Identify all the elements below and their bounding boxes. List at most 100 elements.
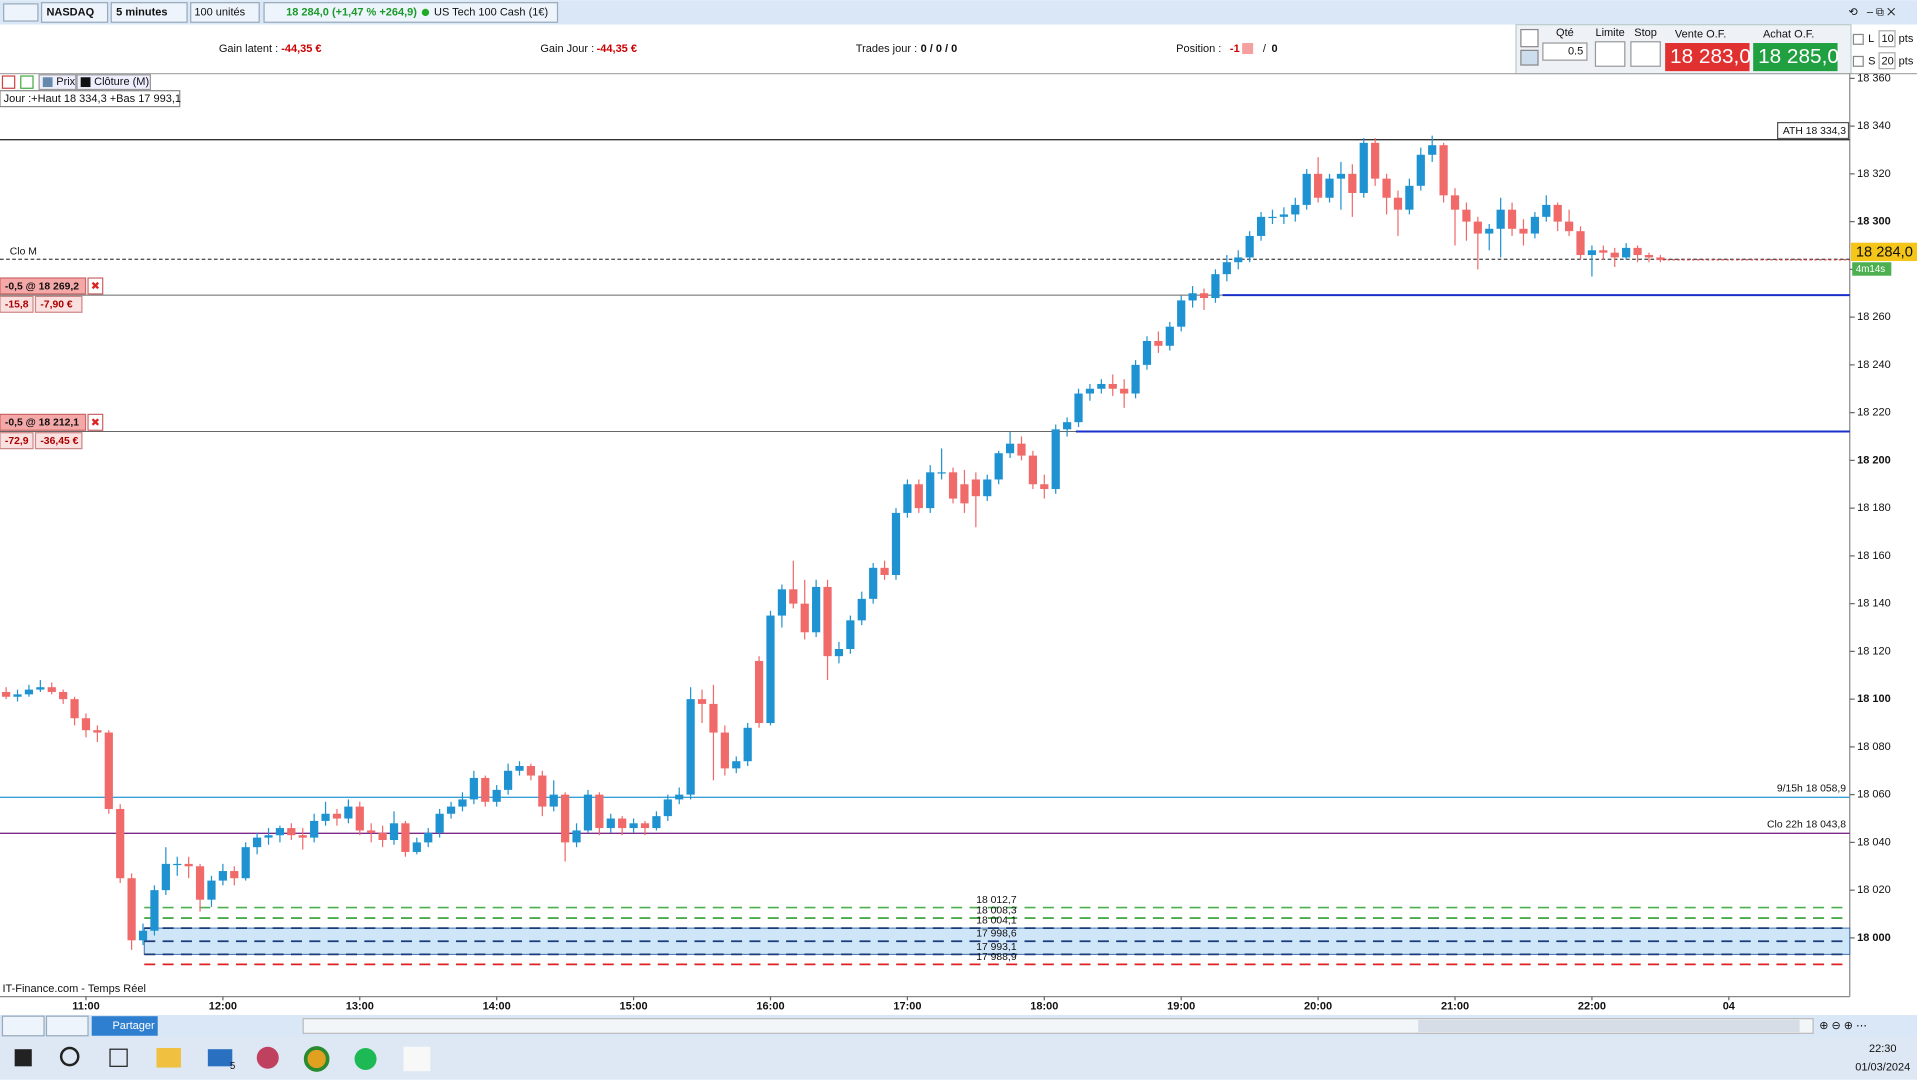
keypad-icon[interactable] (1520, 49, 1539, 66)
interval-select[interactable] (110, 2, 188, 23)
scroll-thumb[interactable] (1418, 1019, 1800, 1033)
legend-icon[interactable] (1, 75, 16, 89)
candle-body (1382, 178, 1391, 198)
sell-price[interactable]: 18 283,0 (1670, 45, 1751, 68)
spotify[interactable] (354, 1047, 377, 1070)
draw-tool[interactable] (1, 1015, 45, 1037)
order-cancel[interactable] (87, 277, 104, 295)
task-view[interactable] (109, 1048, 128, 1067)
label: L (1868, 33, 1874, 45)
candle-body (538, 775, 547, 807)
window-buttons[interactable]: ⟲ (1849, 6, 1858, 18)
candle-body (275, 828, 285, 836)
candle-body (618, 818, 627, 829)
explorer[interactable] (156, 1047, 181, 1068)
chrome[interactable] (303, 1046, 330, 1072)
app[interactable] (256, 1046, 279, 1069)
candle-body (914, 484, 923, 509)
share-label[interactable]: Partager (112, 1020, 155, 1032)
limit-button[interactable] (1594, 41, 1626, 67)
buy-button[interactable] (1753, 43, 1838, 72)
stop-button[interactable] (1630, 41, 1661, 67)
search[interactable] (59, 1046, 80, 1067)
label: Achat O.F. (1763, 28, 1814, 40)
buy-price[interactable]: 18 285,0 (1758, 45, 1839, 68)
candle-body (1428, 145, 1437, 155)
source: IT-Finance.com - Temps Réel (2, 983, 145, 995)
candle-body (1405, 185, 1414, 210)
start-button[interactable] (14, 1049, 32, 1067)
order-cancel-icon: ✖ (91, 281, 100, 293)
instrument: NASDAQ (46, 6, 94, 18)
order-label: -0,5 @ 18 269,2 (5, 281, 79, 292)
candle-body (1473, 221, 1482, 234)
sep: / (1263, 43, 1267, 55)
zone-level-label: 18 008,3 (976, 905, 1017, 916)
candle-body (1245, 235, 1254, 258)
icons[interactable] (3, 3, 39, 22)
candle-body (1268, 216, 1277, 219)
candle-body (321, 813, 330, 821)
candle-body (652, 816, 661, 829)
mail[interactable] (207, 1049, 233, 1067)
value: 10 (1882, 33, 1894, 45)
sell-button[interactable] (1665, 43, 1750, 72)
candle-body (355, 806, 364, 831)
candle-body (1256, 216, 1266, 236)
candle-body (1120, 388, 1129, 394)
x-tick-label: 17:00 (893, 1000, 921, 1012)
share-button[interactable] (91, 1016, 158, 1036)
candle-body (138, 930, 148, 941)
qty-input[interactable] (1542, 42, 1588, 61)
candle-body (310, 820, 319, 838)
input[interactable] (1878, 30, 1896, 48)
legend-icon[interactable] (20, 75, 34, 89)
candle-body (869, 567, 878, 599)
x-tick-label: 21:00 (1441, 1000, 1469, 1012)
y-tick-label: 18 300 (1857, 216, 1891, 228)
close-icon[interactable] (1242, 43, 1254, 55)
candle-body (1188, 293, 1197, 301)
candle-body (960, 484, 969, 504)
instrument-select[interactable] (40, 2, 109, 23)
candle-body (777, 589, 787, 616)
order-pnl: -7,90 € (40, 300, 73, 311)
input[interactable] (1878, 52, 1896, 70)
level-label: Clo 22h 18 043,8 (1767, 820, 1846, 831)
zone-level-label: 18 012,7 (976, 895, 1017, 906)
y-tick-label: 18 320 (1857, 168, 1891, 180)
label: Gain latent : (219, 43, 278, 55)
chart-type[interactable] (45, 1015, 89, 1037)
order-cancel[interactable] (87, 413, 104, 431)
candle-body (846, 620, 855, 649)
checkbox[interactable] (1852, 55, 1864, 67)
legend-item[interactable] (76, 74, 151, 91)
day-range: Jour :+Haut 18 334,3 +Bas 17 993,1 (4, 93, 181, 105)
timer: 4m14s (1856, 264, 1885, 275)
candle-body (1542, 204, 1551, 217)
label: Gain Jour : (540, 43, 594, 55)
current-price: 18 284,0 (1856, 244, 1913, 260)
candle-body (789, 589, 798, 604)
label: Vente O.F. (1675, 28, 1726, 40)
candle-body (697, 699, 707, 704)
quantity-select[interactable] (190, 2, 260, 23)
candle-body (264, 835, 273, 838)
trading-app[interactable] (403, 1046, 431, 1072)
candle-body (1610, 252, 1619, 258)
candle-body (1576, 231, 1585, 256)
tool-icon[interactable] (1520, 28, 1539, 48)
candle-body (857, 598, 866, 621)
candle-body (880, 567, 889, 575)
candle-body (1154, 340, 1163, 346)
level-box (1777, 121, 1850, 140)
candle-body (93, 730, 102, 733)
candle-body (344, 806, 353, 819)
order-points-box (0, 295, 34, 313)
checkbox[interactable] (1852, 33, 1864, 45)
x-tick-label: 13:00 (346, 1000, 374, 1012)
candle-body (481, 777, 490, 802)
zoom-tools[interactable]: ⊕ ⊖ ⊕ ⋯ (1819, 1020, 1867, 1032)
window-buttons[interactable]: – ⧉ ✕ (1867, 6, 1895, 18)
